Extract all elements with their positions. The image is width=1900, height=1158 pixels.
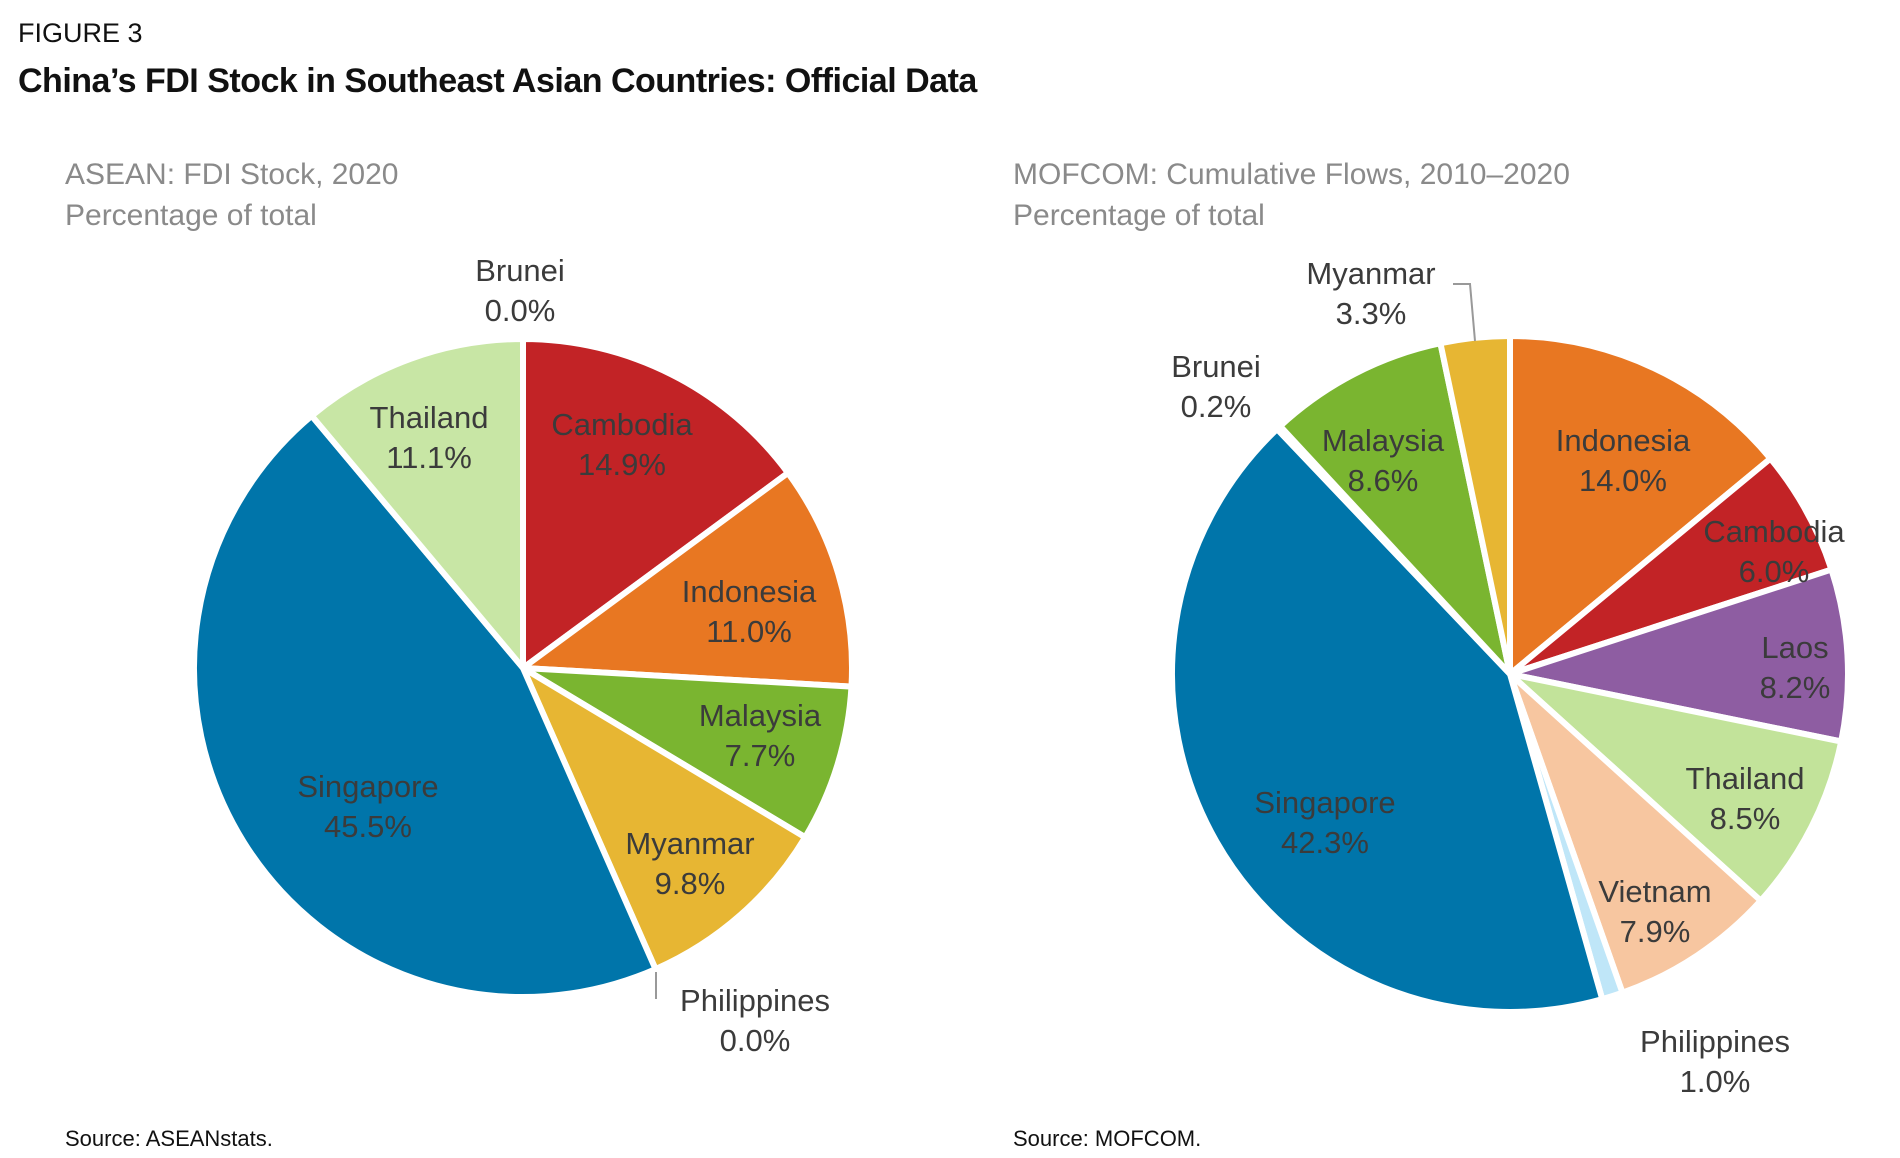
right-chart-header: MOFCOM: Cumulative Flows, 2010–2020 Perc… — [1013, 154, 1570, 236]
pie-slice-indonesia — [520, 469, 855, 690]
left-chart-subtitle: Percentage of total — [65, 199, 317, 232]
pie-slice-cambodia — [520, 336, 791, 671]
pie-slice-indonesia — [1507, 333, 1774, 677]
slice-label-brunei: Brunei 0.2% — [1171, 349, 1261, 424]
left-chart-source: Source: ASEANstats. — [65, 1126, 273, 1151]
pie-slice-singapore — [191, 412, 659, 1000]
myanmar-leader-line — [1453, 283, 1476, 342]
pie-slice-myanmar — [520, 665, 809, 973]
left-chart-header: ASEAN: FDI Stock, 2020 Percentage of tot… — [65, 154, 398, 236]
slice-label-indonesia: Indonesia 14.0% — [1555, 423, 1691, 498]
slice-label-vietnam: Vietnam 7.9% — [1598, 874, 1712, 949]
slice-label-thailand: Thailand 11.1% — [369, 400, 489, 475]
slice-label-myanmar: Myanmar 3.3% — [1306, 256, 1436, 331]
left-pie — [191, 336, 855, 1000]
slice-label-cambodia: Cambodia 6.0% — [1703, 514, 1845, 589]
slice-label-philippines: Philippines 0.0% — [680, 983, 830, 1058]
figure-title: China’s FDI Stock in Southeast Asian Cou… — [18, 62, 977, 100]
right-chart-source: Source: MOFCOM. — [1013, 1126, 1202, 1151]
pie-slice-malaysia — [520, 665, 855, 841]
pie-slice-laos — [1507, 566, 1851, 745]
right-chart-title: MOFCOM: Cumulative Flows, 2010–2020 — [1013, 158, 1570, 191]
slice-label-indonesia: Indonesia 11.0% — [681, 574, 817, 649]
pie-slice-thailand — [308, 336, 526, 671]
slice-label-philippines: Philippines 1.0% — [1640, 1024, 1790, 1099]
pie-slice-vietnam — [1507, 671, 1764, 996]
pie-slice-singapore — [1169, 426, 1606, 1015]
pie-slice-thailand — [1507, 671, 1845, 904]
slice-label-malaysia: Malaysia 8.6% — [1321, 423, 1445, 498]
slice-label-myanmar: Myanmar 9.8% — [625, 826, 755, 901]
left-chart-title: ASEAN: FDI Stock, 2020 — [65, 158, 399, 191]
slice-label-singapore: Singapore 45.5% — [297, 769, 439, 844]
slice-label-laos: Laos 8.2% — [1759, 630, 1831, 705]
slice-label-singapore: Singapore 42.3% — [1254, 785, 1396, 860]
figure-label: FIGURE 3 — [18, 18, 143, 48]
slice-label-malaysia: Malaysia 7.7% — [698, 698, 822, 773]
slice-label-thailand: Thailand 8.5% — [1685, 761, 1805, 836]
pie-slice-malaysia — [1277, 340, 1513, 677]
slice-label-brunei: Brunei 0.0% — [475, 253, 565, 328]
right-chart-subtitle: Percentage of total — [1013, 199, 1265, 232]
slice-label-cambodia: Cambodia 14.9% — [551, 407, 693, 482]
right-pie — [1169, 333, 1851, 1015]
